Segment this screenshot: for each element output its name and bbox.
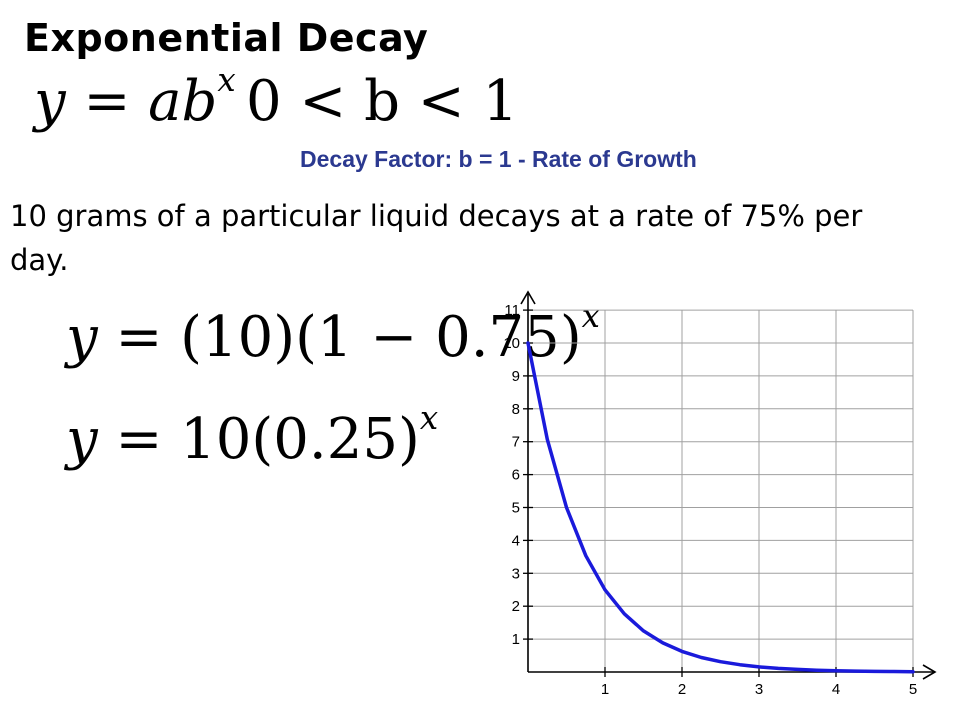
formula-base: ab — [148, 69, 218, 134]
equation-step-1-lhs: y — [66, 305, 98, 370]
equation-step-2-rhs: 10(0.25) — [180, 407, 420, 472]
y-tick-label: 8 — [512, 401, 520, 418]
y-axis-arrow — [520, 290, 536, 305]
slide-title: Exponential Decay — [24, 16, 429, 60]
y-tick-label: 11 — [504, 302, 520, 319]
equation-step-1-exponent: x — [581, 296, 600, 335]
x-tick-label: 5 — [909, 681, 917, 698]
y-tick-label: 4 — [512, 532, 520, 549]
y-tick-label: 5 — [512, 500, 520, 517]
decay-factor-note: Decay Factor: b = 1 - Rate of Growth — [300, 146, 697, 172]
equation-step-1: y = (10)(1 − 0.75)x — [66, 296, 600, 370]
chart-series — [526, 341, 915, 674]
formula-lhs: y — [34, 69, 66, 134]
y-tick-label: 7 — [512, 434, 520, 451]
x-tick-label: 2 — [678, 681, 686, 698]
y-tick-label: 6 — [512, 467, 520, 484]
x-tick-label: 1 — [601, 681, 609, 698]
formula-exponent: x — [217, 60, 236, 99]
y-tick-label: 3 — [512, 565, 520, 582]
y-tick-label: 10 — [503, 335, 520, 352]
y-tick-label: 9 — [512, 368, 520, 385]
y-tick-label: 1 — [512, 631, 520, 648]
general-formula: y = abx — [34, 60, 236, 134]
x-tick-label: 4 — [832, 681, 840, 698]
base-condition: 0 < b < 1 — [246, 69, 519, 134]
equation-step-2: y = 10(0.25)x — [66, 398, 439, 472]
equation-step-2-lhs: y — [66, 407, 98, 472]
x-axis-arrow — [922, 664, 937, 680]
chart-grid — [528, 309, 914, 672]
equation-step-2-exponent: x — [419, 398, 439, 437]
problem-statement: 10 grams of a particular liquid decays a… — [10, 199, 863, 277]
equation-step-1-rhs: (10)(1 − 0.75) — [180, 305, 582, 370]
chart-axes — [520, 290, 937, 680]
x-tick-label: 3 — [755, 681, 763, 698]
y-tick-label: 2 — [512, 598, 520, 615]
